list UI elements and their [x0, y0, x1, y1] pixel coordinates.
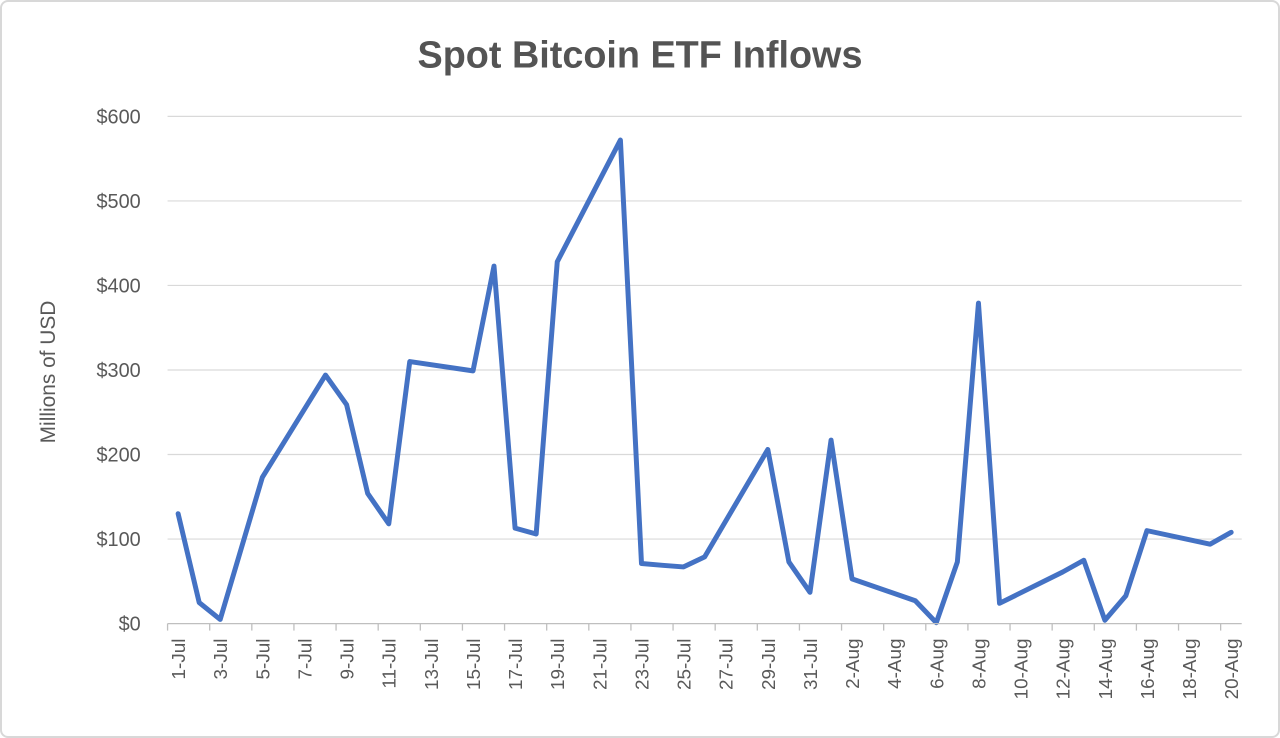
x-tick-label: 7-Jul [295, 639, 316, 680]
x-tick-label: 18-Aug [1180, 639, 1201, 700]
x-tick-label: 27-Jul [717, 639, 738, 690]
gridline-layer [167, 115, 1242, 540]
data-series-layer [175, 137, 1234, 626]
y-tick-label: $400 [97, 275, 141, 297]
y-tick-label: $0 [119, 614, 141, 636]
x-tick-label: 6-Aug [927, 639, 948, 689]
x-tick-label: 3-Jul [211, 639, 232, 680]
x-tick-label: 1-Jul [169, 639, 190, 680]
y-tick-label: $200 [97, 444, 141, 466]
y-axis-title: Millions of USD [37, 301, 60, 444]
x-tick-label: 12-Aug [1054, 639, 1075, 700]
x-tick-label: 29-Jul [759, 639, 780, 690]
y-tick-label: $300 [97, 360, 141, 382]
x-tick-label: 5-Jul [253, 639, 274, 680]
x-tick-label: 8-Aug [969, 639, 990, 689]
x-tick-label: 11-Jul [380, 639, 401, 689]
x-tick-label: 19-Jul [548, 639, 569, 690]
x-tick-label: 10-Aug [1012, 639, 1033, 700]
x-tick-label: 25-Jul [675, 639, 696, 690]
chart-title: Spot Bitcoin ETF Inflows [418, 35, 863, 77]
y-tick-label: $100 [97, 529, 141, 551]
y-tick-label: $500 [97, 191, 141, 213]
x-tick-label: 16-Aug [1138, 639, 1159, 700]
x-tick-label: 13-Jul [422, 639, 443, 690]
x-tick-label: 31-Jul [801, 639, 822, 690]
x-tick-label: 9-Jul [338, 639, 359, 680]
x-tick-label: 4-Aug [885, 639, 906, 689]
y-tick-label: $600 [97, 106, 141, 128]
inflows-line-series [175, 137, 1234, 626]
x-tick-label: 20-Aug [1222, 639, 1243, 700]
x-tick-label: 21-Jul [590, 639, 611, 690]
x-tick-label: 23-Jul [632, 639, 653, 690]
x-tick-label: 15-Jul [464, 639, 485, 690]
x-tick-label: 17-Jul [506, 639, 527, 690]
x-tick-label: 2-Aug [843, 639, 864, 689]
x-tick-label: 14-Aug [1096, 639, 1117, 700]
axis-layer: $0 $100 $200 $300 $400 $500 $600 1-Jul 3-Jul 5-Ju… [97, 106, 1244, 699]
